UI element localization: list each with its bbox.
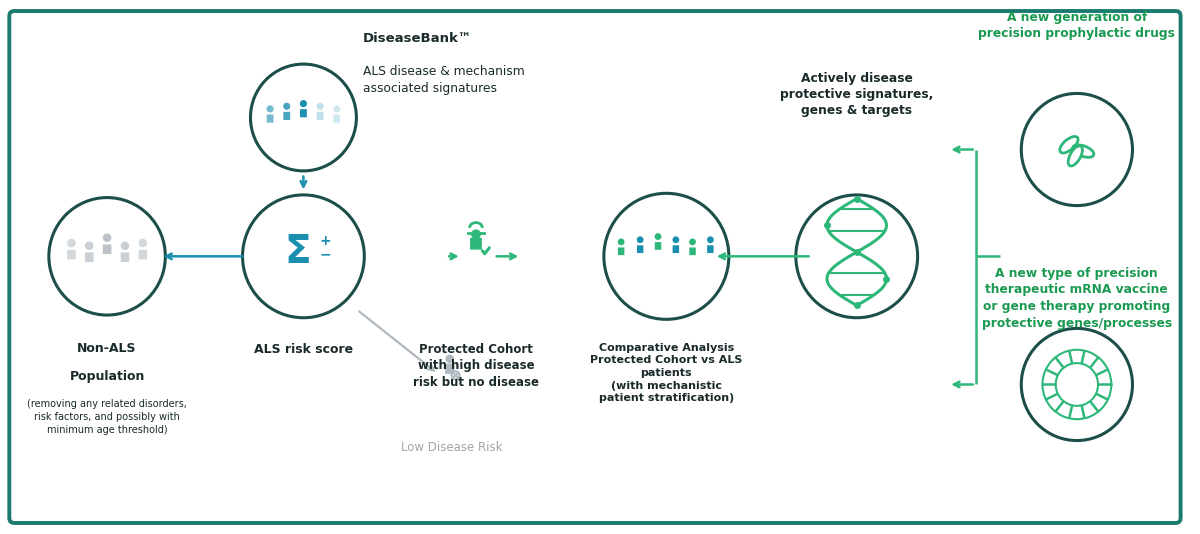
Circle shape xyxy=(604,193,728,319)
Text: DiseaseBank™: DiseaseBank™ xyxy=(362,32,472,45)
FancyBboxPatch shape xyxy=(618,247,624,255)
Ellipse shape xyxy=(1068,146,1082,166)
Circle shape xyxy=(317,103,324,110)
Circle shape xyxy=(689,239,696,245)
FancyBboxPatch shape xyxy=(283,112,290,120)
Circle shape xyxy=(637,237,643,243)
FancyBboxPatch shape xyxy=(334,114,340,123)
Circle shape xyxy=(1021,93,1133,206)
Circle shape xyxy=(242,195,365,318)
Text: Non-ALS: Non-ALS xyxy=(77,342,137,355)
Circle shape xyxy=(796,195,918,318)
Text: ALS risk score: ALS risk score xyxy=(254,343,353,356)
FancyBboxPatch shape xyxy=(10,11,1181,523)
Circle shape xyxy=(618,239,624,245)
Text: Σ: Σ xyxy=(284,233,311,271)
FancyBboxPatch shape xyxy=(470,238,482,249)
Circle shape xyxy=(472,230,481,239)
Circle shape xyxy=(103,233,112,242)
Circle shape xyxy=(49,198,166,315)
Circle shape xyxy=(266,105,274,113)
FancyBboxPatch shape xyxy=(85,253,94,262)
Ellipse shape xyxy=(1060,137,1078,153)
FancyBboxPatch shape xyxy=(707,245,714,253)
FancyBboxPatch shape xyxy=(266,114,274,123)
Ellipse shape xyxy=(1073,145,1094,158)
Text: A new type of precision
therapeutic mRNA vaccine
or gene therapy promoting
prote: A new type of precision therapeutic mRNA… xyxy=(982,267,1172,329)
FancyBboxPatch shape xyxy=(67,250,76,260)
Text: Actively disease
protective signatures,
genes & targets: Actively disease protective signatures, … xyxy=(780,72,934,117)
FancyBboxPatch shape xyxy=(655,242,661,250)
Text: +: + xyxy=(319,234,331,248)
Circle shape xyxy=(121,241,130,250)
Circle shape xyxy=(283,103,290,110)
Circle shape xyxy=(85,241,94,250)
FancyBboxPatch shape xyxy=(317,112,324,120)
Text: ALS disease & mechanism
associated signatures: ALS disease & mechanism associated signa… xyxy=(362,65,524,95)
Text: Low Disease Risk: Low Disease Risk xyxy=(402,441,503,453)
Circle shape xyxy=(1021,328,1133,441)
Circle shape xyxy=(67,239,76,247)
Circle shape xyxy=(138,239,148,247)
Text: Protected Cohort
with high disease
risk but no disease: Protected Cohort with high disease risk … xyxy=(413,343,539,389)
Circle shape xyxy=(251,64,356,171)
FancyBboxPatch shape xyxy=(445,364,455,374)
FancyBboxPatch shape xyxy=(138,250,148,260)
Text: (removing any related disorders,
risk factors, and possibly with
minimum age thr: (removing any related disorders, risk fa… xyxy=(28,399,187,435)
FancyBboxPatch shape xyxy=(673,245,679,253)
FancyBboxPatch shape xyxy=(637,245,643,253)
Circle shape xyxy=(707,237,714,243)
FancyBboxPatch shape xyxy=(103,245,112,254)
Circle shape xyxy=(300,100,307,107)
FancyBboxPatch shape xyxy=(300,109,307,117)
FancyBboxPatch shape xyxy=(121,253,130,262)
Text: Population: Population xyxy=(70,370,145,382)
Circle shape xyxy=(445,355,454,363)
FancyBboxPatch shape xyxy=(689,247,696,255)
Circle shape xyxy=(655,233,661,240)
Text: −: − xyxy=(319,248,331,262)
Circle shape xyxy=(672,237,679,243)
Circle shape xyxy=(334,105,341,113)
Circle shape xyxy=(451,371,460,380)
Text: Comparative Analysis
Protected Cohort vs ALS
patients
(with mechanistic
patient : Comparative Analysis Protected Cohort vs… xyxy=(590,343,743,403)
Text: A new generation of
precision prophylactic drugs: A new generation of precision prophylact… xyxy=(978,11,1175,40)
